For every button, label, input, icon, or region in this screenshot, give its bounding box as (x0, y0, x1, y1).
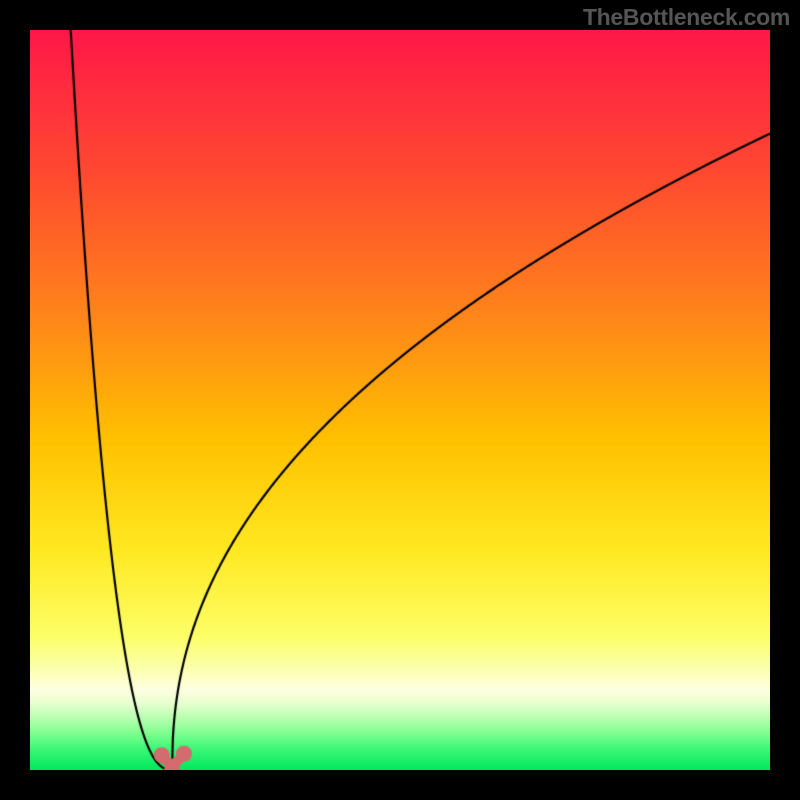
plot-area (30, 30, 770, 770)
bottleneck-curve (30, 30, 770, 770)
watermark-text: TheBottleneck.com (583, 4, 790, 31)
